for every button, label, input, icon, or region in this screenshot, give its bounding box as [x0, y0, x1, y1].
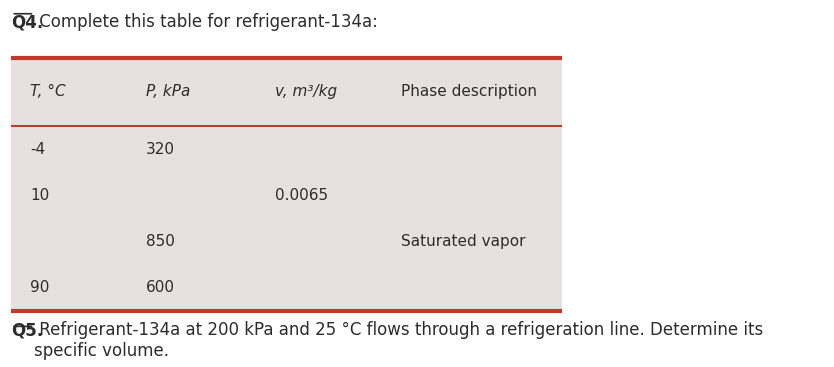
Text: P, kPa: P, kPa: [146, 84, 191, 99]
Text: Refrigerant-134a at 200 kPa and 25 °C flows through a refrigeration line. Determ: Refrigerant-134a at 200 kPa and 25 °C fl…: [34, 321, 764, 360]
FancyBboxPatch shape: [12, 58, 562, 311]
Text: 0.0065: 0.0065: [275, 188, 329, 203]
Text: Phase description: Phase description: [401, 84, 537, 99]
Text: 600: 600: [146, 280, 175, 295]
Text: Saturated vapor: Saturated vapor: [401, 234, 525, 249]
Text: -4: -4: [30, 142, 45, 157]
Text: 320: 320: [146, 142, 175, 157]
Text: 90: 90: [30, 280, 49, 295]
Text: 850: 850: [146, 234, 175, 249]
Text: Q4.: Q4.: [12, 13, 43, 31]
Text: Q5.: Q5.: [12, 321, 43, 339]
Text: 10: 10: [30, 188, 49, 203]
Text: Complete this table for refrigerant-134a:: Complete this table for refrigerant-134a…: [34, 13, 378, 31]
Text: v, m³/kg: v, m³/kg: [275, 84, 338, 99]
Text: T, °C: T, °C: [30, 84, 66, 99]
